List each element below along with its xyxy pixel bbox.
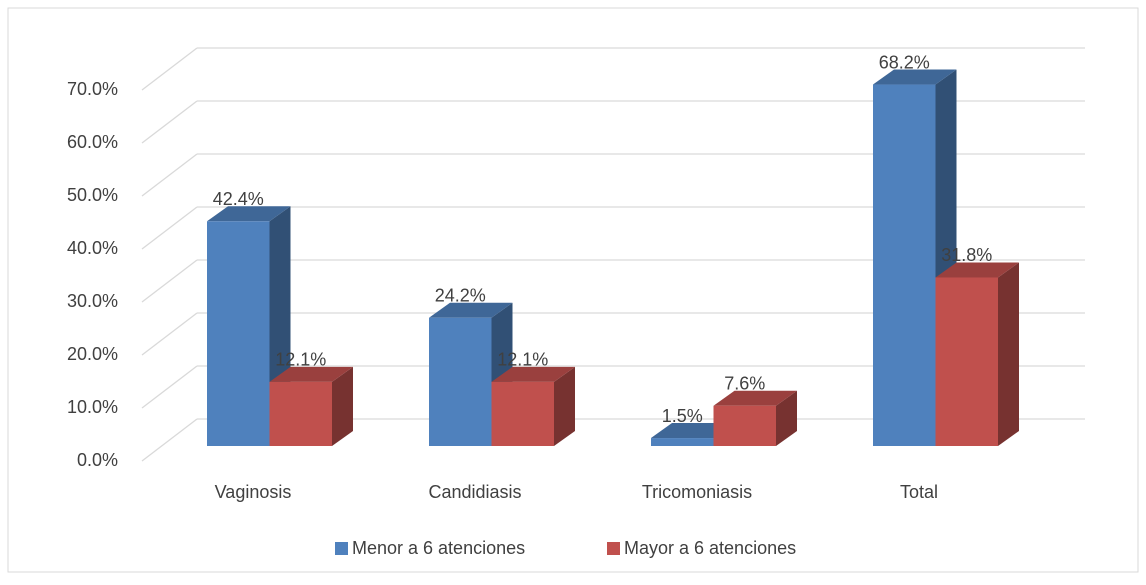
data-label: 1.5% — [662, 406, 703, 426]
x-tick-label: Vaginosis — [215, 482, 292, 502]
bar-side — [554, 366, 575, 446]
x-tick-label: Candidiasis — [428, 482, 521, 502]
grid-line-diagonal — [141, 206, 198, 250]
bar — [207, 221, 270, 446]
data-label: 24.2% — [435, 285, 486, 305]
grid-line-diagonal — [141, 259, 198, 303]
y-tick-label: 0.0% — [77, 450, 118, 470]
bar — [713, 405, 776, 446]
legend-label: Menor a 6 atenciones — [352, 538, 525, 558]
data-label: 68.2% — [879, 52, 930, 72]
bar-top — [207, 206, 291, 222]
data-label: 12.1% — [497, 350, 548, 370]
bar-side — [776, 390, 797, 446]
legend-label: Mayor a 6 atenciones — [624, 538, 796, 558]
bar-top — [491, 366, 575, 382]
y-tick-label: 30.0% — [67, 291, 118, 311]
y-tick-label: 60.0% — [67, 132, 118, 152]
y-tick-label: 40.0% — [67, 238, 118, 258]
legend-swatch — [607, 542, 620, 555]
bar — [429, 317, 492, 446]
x-tick-label: Tricomoniasis — [642, 482, 752, 502]
grid-line-diagonal — [141, 312, 198, 356]
bar-side — [332, 366, 353, 446]
legend-swatch — [335, 542, 348, 555]
bar-top — [713, 390, 797, 406]
bar-side — [998, 262, 1019, 446]
y-tick-label: 10.0% — [67, 397, 118, 417]
data-label: 31.8% — [941, 245, 992, 265]
data-label: 42.4% — [213, 189, 264, 209]
y-tick-label: 50.0% — [67, 185, 118, 205]
bar — [873, 84, 936, 446]
bar — [491, 381, 554, 446]
x-tick-label: Total — [900, 482, 938, 502]
bar — [269, 381, 332, 446]
grid-line-diagonal — [141, 47, 198, 91]
grid-line-diagonal — [141, 365, 198, 409]
bar — [651, 438, 714, 446]
y-tick-label: 70.0% — [67, 79, 118, 99]
y-tick-label: 20.0% — [67, 344, 118, 364]
bar-top — [873, 69, 957, 85]
grid-line-diagonal — [141, 100, 198, 144]
grid-line-diagonal — [141, 153, 198, 197]
bar-top — [935, 262, 1019, 278]
bar-top — [269, 366, 353, 382]
grid-line-diagonal — [141, 418, 198, 462]
data-label: 7.6% — [724, 373, 765, 393]
bar — [935, 277, 998, 446]
bar-top — [429, 302, 513, 318]
data-label: 12.1% — [275, 350, 326, 370]
